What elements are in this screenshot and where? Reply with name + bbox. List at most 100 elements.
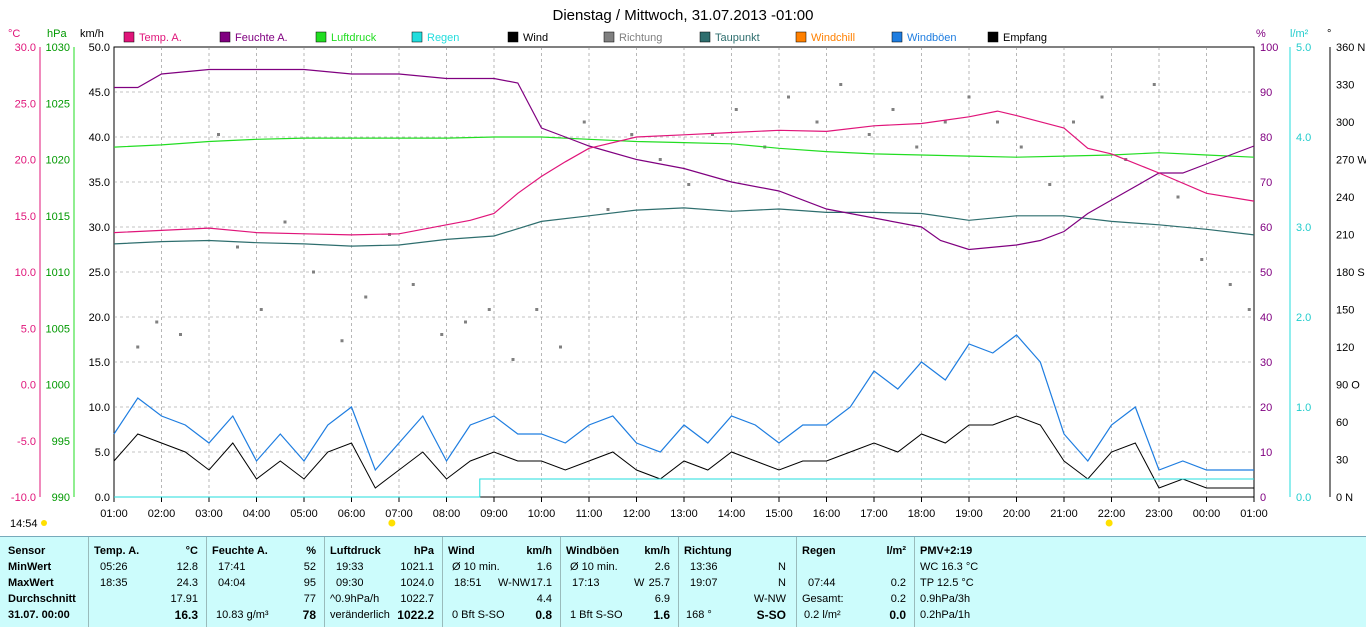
legend-swatch [891,31,903,43]
direction-point [734,108,738,111]
temp-column: Temp. A. °C 05:26 12.8 18:35 24.3 17.91 … [88,537,207,627]
direction-tick-label: 0 N [1336,492,1353,504]
wind-tick-label: 20.0 [89,312,110,324]
gust-max-dir: W [634,577,645,589]
min-label: MinWert [8,561,52,573]
hum-min-time: 17:41 [218,561,246,573]
press-max-time: 09:30 [336,577,364,589]
direction-point [582,120,586,124]
direction-point [630,133,634,136]
dir-now: S-SO [756,608,786,622]
legend-label: Taupunkt [715,32,760,44]
pressure-tick-label: 1000 [46,380,70,392]
legend-label: Regen [427,32,459,44]
wind-tick-label: 15.0 [89,357,110,369]
wind-max: 17.1 [530,577,552,589]
direction-point [1176,195,1180,199]
sensor-header: Sensor [8,545,46,557]
gust-bft: 1 Bft S-SO [570,609,623,621]
press-avg: 1022.7 [400,593,434,605]
press-state: veränderlich [330,609,390,621]
wind-tick-label: 30.0 [89,222,110,234]
humidity-tick-label: 20 [1260,402,1272,414]
temp-tick-label: 30.0 [15,42,36,54]
gust-10min-value: 2.6 [654,561,670,573]
max-label: MaxWert [8,577,54,589]
time-tick-label: 08:00 [433,508,461,520]
direction-point [464,320,467,324]
rain-tick-label: 4.0 [1296,132,1311,144]
wind-unit: km/h [526,545,552,557]
wind-max-time: 18:51 [454,577,482,589]
direction-point [891,108,895,111]
rain-tick-label: 0.0 [1296,492,1311,504]
chart-title: Dienstag / Mittwoch, 31.07.2013 -01:00 [553,7,814,24]
direction-point [867,133,871,136]
temp-tick-label: -10.0 [11,492,36,504]
wind-10min-value: 1.6 [536,561,552,573]
time-tick-label: 05:00 [290,508,318,520]
temp-max-time: 18:35 [100,577,128,589]
series-line-wind [113,415,1254,489]
time-tick-label: 07:00 [385,508,413,520]
rain-time: 07:44 [808,577,836,589]
direction-point [511,358,515,361]
legend-swatch [219,31,231,43]
direction-point [943,120,947,124]
direction-point [815,120,819,124]
temp-tick-label: 20.0 [15,155,36,167]
temp-tick-label: 5.0 [21,323,36,335]
time-tick-label: 13:00 [670,508,698,520]
humidity-tick-label: 30 [1260,357,1272,369]
legend-label: Windchill [811,32,855,44]
wind-tick-label: 50.0 [89,42,110,54]
time-tick-label: 01:00 [1240,508,1268,520]
time-tick-label: 21:00 [1050,508,1078,520]
pressure-tick-label: 995 [52,436,70,448]
humidity-tick-label: 0 [1260,492,1266,504]
legend-swatch [411,31,423,43]
stats-table: Sensor MinWert MaxWert Durchschnitt 31.0… [0,536,1366,627]
direction-point [259,308,263,311]
time-tick-label: 04:00 [243,508,271,520]
wind-avg: 4.4 [536,593,552,605]
rain-axis-unit: l/m² [1290,28,1309,40]
direction-point [411,283,415,286]
direction-point [1247,308,1251,311]
pmv-pressure-1h: 0.2hPa/1h [920,609,971,621]
direction-point [340,339,344,343]
humidity-tick-label: 100 [1260,42,1278,54]
direction-tick-label: 240 [1336,192,1354,204]
time-tick-label: 15:00 [765,508,793,520]
direction-point [1100,95,1104,99]
direction-point [711,133,714,136]
humidity-axis-unit: % [1256,28,1266,40]
direction-tick-label: 300 [1336,117,1354,129]
dir-min: N [778,561,786,573]
rain-tick-label: 3.0 [1296,222,1311,234]
event-marker [1105,519,1113,527]
legend-swatch [507,31,519,43]
humidity-tick-label: 80 [1260,132,1272,144]
legend-label: Temp. A. [139,32,182,44]
wind-tick-label: 35.0 [89,177,110,189]
direction-point [658,158,662,161]
direction-tick-label: 270 W [1336,155,1366,167]
legend-label: Empfang [1003,32,1047,44]
rain-tick-label: 1.0 [1296,402,1311,414]
dir-max: N [778,577,786,589]
legend-swatch [699,31,711,43]
temp-avg: 17.91 [170,593,198,605]
gust-avg: 6.9 [654,593,670,605]
time-tick-label: 17:00 [860,508,888,520]
series-layer [113,68,1255,527]
wind-10min-label: Ø 10 min. [452,561,500,573]
direction-tick-label: 30 [1336,455,1348,467]
time-tick-label: 11:00 [576,508,603,520]
time-tick-label: 23:00 [1145,508,1173,520]
time-tick-label: 19:00 [955,508,983,520]
pressure-tick-label: 1010 [46,267,70,279]
humidity-tick-label: 10 [1260,447,1272,459]
time-tick-label: 18:00 [908,508,936,520]
wind-tick-label: 10.0 [89,402,110,414]
